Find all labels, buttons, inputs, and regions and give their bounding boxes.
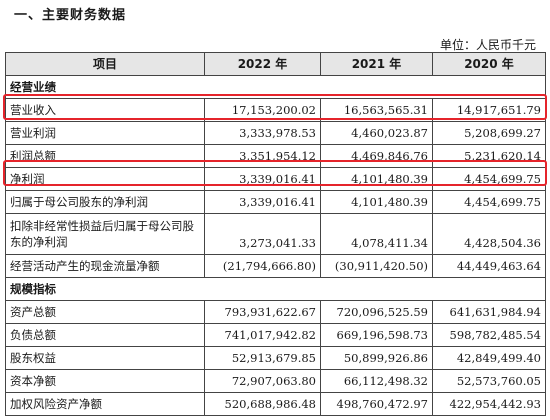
row-label: 净利润 bbox=[5, 167, 205, 191]
row-label: 利润总额 bbox=[5, 144, 205, 168]
value-2022: 741,017,942.82 bbox=[204, 323, 321, 347]
value-2021: 50,899,926.86 bbox=[320, 346, 433, 370]
value-2022: 3,273,041.33 bbox=[204, 213, 321, 255]
group-row-operating: 经营业绩 bbox=[5, 75, 546, 99]
value-2021: 4,101,480.39 bbox=[320, 190, 433, 214]
row-label: 负债总额 bbox=[5, 323, 205, 347]
table-row: 营业收入 17,153,200.02 16,563,565.31 14,917,… bbox=[5, 98, 546, 122]
value-2020: 5,208,699.27 bbox=[432, 121, 546, 145]
value-2022: 793,931,622.67 bbox=[204, 300, 321, 324]
header-2021: 2021 年 bbox=[320, 52, 433, 76]
value-2021: (30,911,420.50) bbox=[320, 254, 433, 278]
group-label-operating: 经营业绩 bbox=[5, 75, 546, 99]
row-label: 营业收入 bbox=[5, 98, 205, 122]
financial-data-table: 项目 2022 年 2021 年 2020 年 经营业绩 营业收入 17,153… bbox=[5, 52, 546, 416]
value-2021: 4,460,023.87 bbox=[320, 121, 433, 145]
group-label-scale: 规模指标 bbox=[5, 277, 546, 301]
value-2021: 4,101,480.39 bbox=[320, 167, 433, 191]
table-header-row: 项目 2022 年 2021 年 2020 年 bbox=[5, 52, 546, 76]
value-2022: 3,333,978.53 bbox=[204, 121, 321, 145]
table-row: 经营活动产生的现金流量净额 (21,794,666.80) (30,911,42… bbox=[5, 254, 546, 278]
row-label: 经营活动产生的现金流量净额 bbox=[5, 254, 205, 278]
header-2020: 2020 年 bbox=[432, 52, 546, 76]
value-2022: 52,913,679.85 bbox=[204, 346, 321, 370]
row-label: 营业利润 bbox=[5, 121, 205, 145]
value-2020: 14,917,651.79 bbox=[432, 98, 546, 122]
value-2020: 44,449,463.64 bbox=[432, 254, 546, 278]
table-row: 营业利润 3,333,978.53 4,460,023.87 5,208,699… bbox=[5, 121, 546, 145]
value-2022: 3,339,016.41 bbox=[204, 190, 321, 214]
value-2022: 520,688,986.48 bbox=[204, 392, 321, 416]
value-2020: 5,231,620.14 bbox=[432, 144, 546, 168]
value-2021: 16,563,565.31 bbox=[320, 98, 433, 122]
row-label: 归属于母公司股东的净利润 bbox=[5, 190, 205, 214]
value-2020: 52,573,760.05 bbox=[432, 369, 546, 393]
row-label: 扣除非经常性损益后归属于母公司股东的净利润 bbox=[5, 213, 205, 255]
value-2020: 4,454,699.75 bbox=[432, 190, 546, 214]
value-2020: 641,631,984.94 bbox=[432, 300, 546, 324]
table-row: 净利润 3,339,016.41 4,101,480.39 4,454,699.… bbox=[5, 167, 546, 191]
table-row: 负债总额 741,017,942.82 669,196,598.73 598,7… bbox=[5, 323, 546, 347]
value-2021: 669,196,598.73 bbox=[320, 323, 433, 347]
header-item: 项目 bbox=[5, 52, 205, 76]
value-2022: 17,153,200.02 bbox=[204, 98, 321, 122]
value-2021: 498,760,472.97 bbox=[320, 392, 433, 416]
group-row-scale: 规模指标 bbox=[5, 277, 546, 301]
value-2022: 3,339,016.41 bbox=[204, 167, 321, 191]
section-title: 一、主要财务数据 bbox=[14, 8, 127, 23]
table-row: 加权风险资产净额 520,688,986.48 498,760,472.97 4… bbox=[5, 392, 546, 416]
row-label: 股东权益 bbox=[5, 346, 205, 370]
table-row: 股东权益 52,913,679.85 50,899,926.86 42,849,… bbox=[5, 346, 546, 370]
value-2022: (21,794,666.80) bbox=[204, 254, 321, 278]
value-2021: 4,469,846.76 bbox=[320, 144, 433, 168]
table-row: 扣除非经常性损益后归属于母公司股东的净利润 3,273,041.33 4,078… bbox=[5, 213, 546, 255]
row-label: 加权风险资产净额 bbox=[5, 392, 205, 416]
table-row: 资本净额 72,907,063.80 66,112,498.32 52,573,… bbox=[5, 369, 546, 393]
value-2020: 4,454,699.75 bbox=[432, 167, 546, 191]
value-2020: 42,849,499.40 bbox=[432, 346, 546, 370]
row-label: 资产总额 bbox=[5, 300, 205, 324]
value-2020: 422,954,442.93 bbox=[432, 392, 546, 416]
header-2022: 2022 年 bbox=[204, 52, 321, 76]
value-2021: 4,078,411.34 bbox=[320, 213, 433, 255]
value-2020: 598,782,485.54 bbox=[432, 323, 546, 347]
value-2022: 3,351,954.12 bbox=[204, 144, 321, 168]
table-row: 利润总额 3,351,954.12 4,469,846.76 5,231,620… bbox=[5, 144, 546, 168]
row-label: 资本净额 bbox=[5, 369, 205, 393]
value-2021: 720,096,525.59 bbox=[320, 300, 433, 324]
table-row: 归属于母公司股东的净利润 3,339,016.41 4,101,480.39 4… bbox=[5, 190, 546, 214]
unit-note: 单位：人民币千元 bbox=[439, 38, 536, 52]
table-row: 资产总额 793,931,622.67 720,096,525.59 641,6… bbox=[5, 300, 546, 324]
value-2020: 4,428,504.36 bbox=[432, 213, 546, 255]
value-2021: 66,112,498.32 bbox=[320, 369, 433, 393]
value-2022: 72,907,063.80 bbox=[204, 369, 321, 393]
